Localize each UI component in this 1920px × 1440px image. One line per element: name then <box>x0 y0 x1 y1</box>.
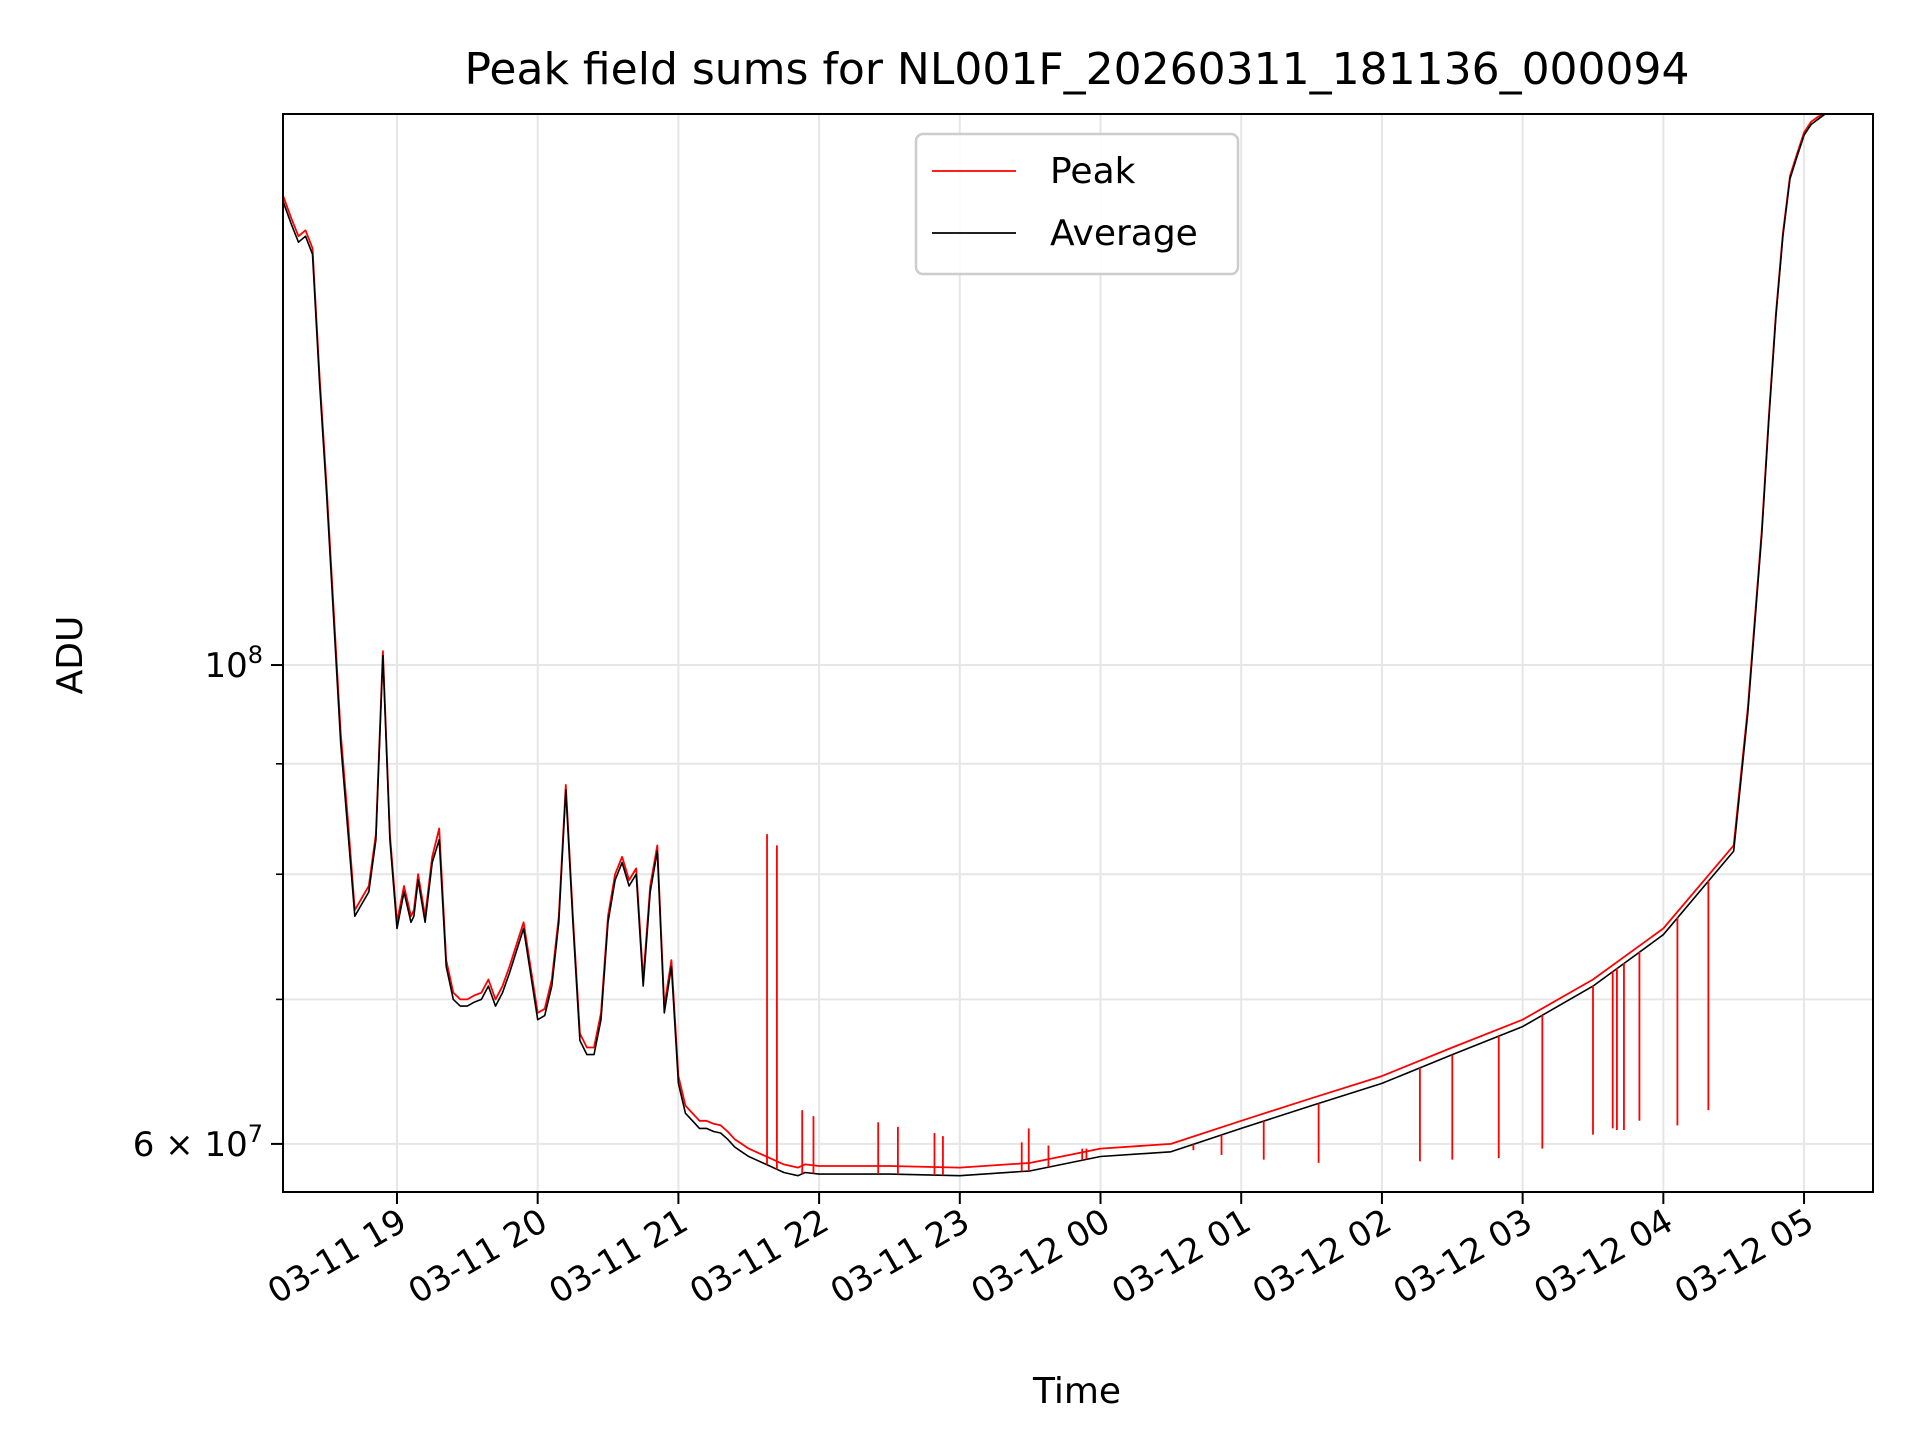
legend: Peak Average <box>914 132 1240 276</box>
plot-area-frame <box>282 113 1874 1193</box>
y-axis-label: ADU <box>50 616 91 695</box>
y-tick-label-exponent: 7 <box>248 1120 263 1148</box>
average-series-line <box>282 113 1873 1177</box>
legend-box <box>914 132 1240 276</box>
chart-title: Peak field sums for NL001F_20260311_1811… <box>464 44 1689 95</box>
legend-peak-label: Peak <box>1050 151 1136 192</box>
y-tick-label: 6 × 107 <box>133 1120 263 1165</box>
y-tick-label-exponent: 8 <box>248 641 263 669</box>
y-tick-label-base: 6 × 10 <box>133 1125 248 1165</box>
plot-lines <box>282 113 1873 1177</box>
legend-average-label: Average <box>1050 213 1198 254</box>
y-axis-ticks: 6 × 107 108 <box>133 641 283 1165</box>
y-tick-label: 108 <box>204 641 263 686</box>
y-tick-label-base: 10 <box>204 646 247 686</box>
x-axis-label: Time <box>1032 1371 1121 1412</box>
grid-lines <box>283 114 1873 1192</box>
peak-spikes <box>766 834 1710 1176</box>
